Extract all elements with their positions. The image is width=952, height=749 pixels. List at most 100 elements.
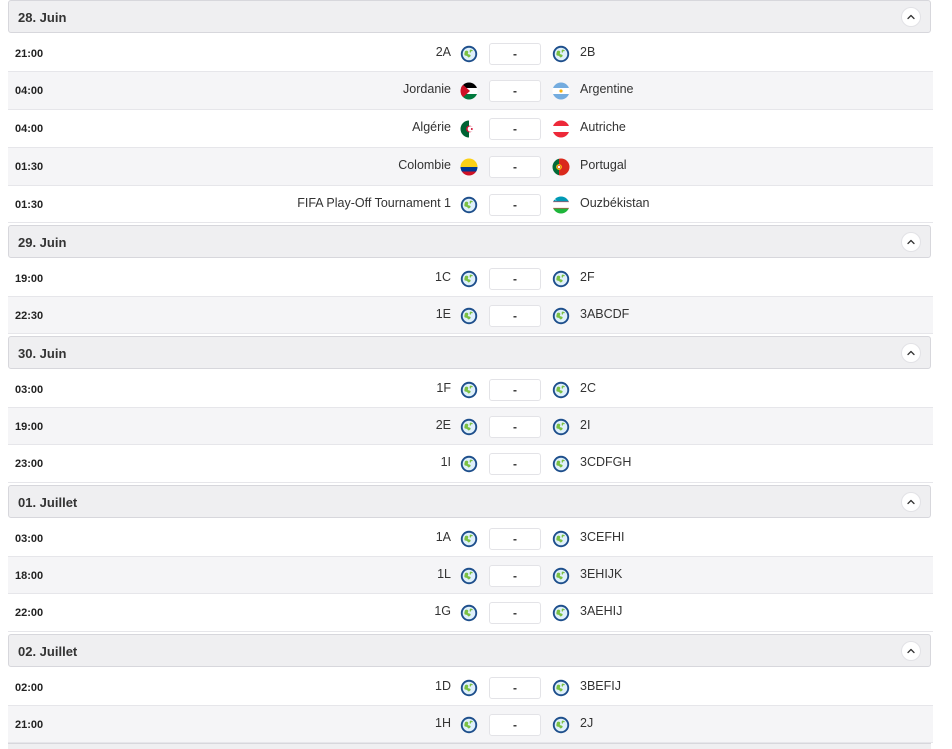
score-box[interactable]: - [489, 194, 541, 216]
match-row[interactable]: 21:00 1H - 2J [8, 706, 933, 743]
match-row[interactable]: 22:30 1E - 3ABCDF [8, 297, 933, 334]
globe-icon [460, 716, 478, 734]
match-row[interactable]: 04:00 Jordanie - Argentine [8, 72, 933, 110]
chevron-up-icon [906, 497, 916, 507]
match-row[interactable]: 02:00 1D - 3BEFIJ [8, 669, 933, 706]
away-team[interactable]: 3AEHIJ [580, 604, 623, 618]
match-row[interactable]: 22:00 1G - 3AEHIJ [8, 594, 933, 632]
match-row[interactable]: 23:00 1I - 3CDFGH [8, 445, 933, 483]
globe-icon [552, 45, 570, 63]
match-time: 21:00 [15, 48, 44, 60]
match-time: 02:00 [15, 682, 44, 694]
score-box[interactable]: - [489, 305, 541, 327]
match-time: 18:00 [15, 570, 44, 582]
away-team[interactable]: Ouzbékistan [580, 196, 650, 210]
home-team[interactable]: Colombie [398, 158, 451, 172]
day-header[interactable]: 28. Juin [8, 0, 931, 33]
collapse-button[interactable] [901, 343, 921, 363]
row-divider [8, 742, 933, 743]
collapse-button[interactable] [901, 7, 921, 27]
away-team[interactable]: 2B [580, 45, 596, 59]
away-team[interactable]: 3EHIJK [580, 567, 623, 581]
globe-icon [460, 418, 478, 436]
globe-icon [460, 604, 478, 622]
score-box[interactable]: - [489, 565, 541, 587]
score-box[interactable]: - [489, 156, 541, 178]
away-team[interactable]: 2I [580, 418, 591, 432]
home-team[interactable]: 1A [435, 530, 451, 544]
home-team[interactable]: 1F [436, 381, 451, 395]
home-team[interactable]: 1C [435, 270, 451, 284]
home-team[interactable]: 1E [435, 307, 451, 321]
match-time: 04:00 [15, 85, 44, 97]
home-team[interactable]: 1I [440, 455, 451, 469]
score-box[interactable]: - [489, 379, 541, 401]
score-box[interactable]: - [489, 268, 541, 290]
match-row[interactable]: 01:30 Colombie - Portugal [8, 148, 933, 186]
away-team[interactable]: 2J [580, 716, 594, 730]
row-divider [8, 222, 933, 223]
globe-icon [460, 455, 478, 473]
score-box[interactable]: - [489, 43, 541, 65]
score-box[interactable]: - [489, 118, 541, 140]
score-box[interactable]: - [489, 80, 541, 102]
away-team[interactable]: 2F [580, 270, 595, 284]
day-header[interactable]: 30. Juin [8, 336, 931, 369]
match-time: 22:00 [15, 607, 44, 619]
score-box[interactable]: - [489, 416, 541, 438]
score-box[interactable]: - [489, 677, 541, 699]
match-time: 04:00 [15, 123, 44, 135]
match-row[interactable]: 03:00 1A - 3CEFHI [8, 520, 933, 557]
day-title: 01. Juillet [18, 495, 78, 510]
away-team[interactable]: 3BEFIJ [580, 679, 621, 693]
portugal-flag-icon [552, 158, 570, 176]
row-divider [8, 556, 933, 557]
day-title: 02. Juillet [18, 644, 78, 659]
home-team[interactable]: 1L [437, 567, 451, 581]
collapse-button[interactable] [901, 232, 921, 252]
home-team[interactable]: 1H [435, 716, 451, 730]
day-header[interactable]: 02. Juillet [8, 634, 931, 667]
row-divider [8, 593, 933, 594]
away-team[interactable]: 3CDFGH [580, 455, 632, 469]
next-day-header-edge [8, 743, 931, 749]
globe-icon [460, 530, 478, 548]
match-row[interactable]: 18:00 1L - 3EHIJK [8, 557, 933, 594]
away-team[interactable]: 2C [580, 381, 596, 395]
globe-icon [552, 270, 570, 288]
away-team[interactable]: Portugal [580, 158, 627, 172]
home-team[interactable]: 2A [435, 45, 451, 59]
match-row[interactable]: 19:00 2E - 2I [8, 408, 933, 445]
score-box[interactable]: - [489, 453, 541, 475]
collapse-button[interactable] [901, 641, 921, 661]
home-team[interactable]: FIFA Play-Off Tournament 1 [297, 196, 451, 210]
collapse-button[interactable] [901, 492, 921, 512]
match-row[interactable]: 03:00 1F - 2C [8, 371, 933, 408]
match-row[interactable]: 19:00 1C - 2F [8, 260, 933, 297]
globe-icon [460, 270, 478, 288]
row-divider [8, 109, 933, 110]
row-divider [8, 147, 933, 148]
score-box[interactable]: - [489, 714, 541, 736]
match-time: 01:30 [15, 199, 44, 211]
match-row[interactable]: 04:00 Algérie - Autriche [8, 110, 933, 148]
row-divider [8, 296, 933, 297]
home-team[interactable]: 1G [434, 604, 451, 618]
globe-icon [552, 418, 570, 436]
home-team[interactable]: Jordanie [403, 82, 451, 96]
day-header[interactable]: 01. Juillet [8, 485, 931, 518]
match-row[interactable]: 01:30 FIFA Play-Off Tournament 1 - Ouzbékis… [8, 186, 933, 223]
home-team[interactable]: 2E [435, 418, 451, 432]
match-row[interactable]: 21:00 2A - 2B [8, 35, 933, 72]
globe-icon [552, 716, 570, 734]
score-box[interactable]: - [489, 602, 541, 624]
away-team[interactable]: 3CEFHI [580, 530, 625, 544]
home-team[interactable]: 1D [435, 679, 451, 693]
away-team[interactable]: Autriche [580, 120, 626, 134]
score-box[interactable]: - [489, 528, 541, 550]
algeria-flag-icon [460, 120, 478, 138]
away-team[interactable]: Argentine [580, 82, 634, 96]
home-team[interactable]: Algérie [412, 120, 451, 134]
day-header[interactable]: 29. Juin [8, 225, 931, 258]
away-team[interactable]: 3ABCDF [580, 307, 630, 321]
